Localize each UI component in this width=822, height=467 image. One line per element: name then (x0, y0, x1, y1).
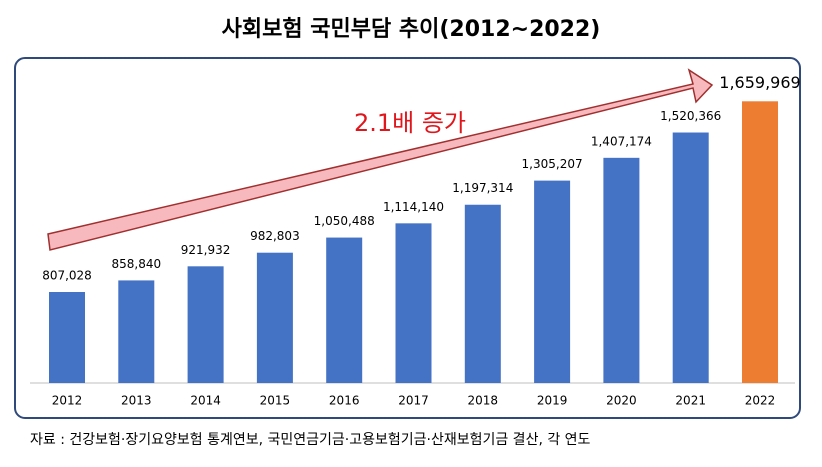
data-label: 921,932 (181, 243, 231, 257)
data-label: 807,028 (42, 269, 92, 283)
data-label: 1,050,488 (314, 214, 375, 228)
data-label: 1,197,314 (452, 181, 513, 195)
bar (464, 204, 501, 383)
bar (672, 132, 709, 383)
bar (534, 180, 571, 383)
x-tick-label: 2019 (537, 394, 568, 408)
data-label: 1,659,969 (719, 73, 800, 92)
x-tick-label: 2012 (52, 394, 83, 408)
growth-arrow (47, 68, 714, 251)
data-label: 1,305,207 (522, 157, 583, 171)
x-tick-label: 2021 (675, 394, 706, 408)
bar (326, 237, 363, 383)
data-label: 1,114,140 (383, 200, 444, 214)
chart-title: 사회보험 국민부담 추이(2012~2022) (222, 16, 601, 42)
bar (603, 157, 640, 383)
bar (256, 252, 293, 383)
source-note: 자료 : 건강보험·장기요양보험 통계연보, 국민연금기금·고용보험기금·산재보… (30, 432, 591, 448)
x-tick-label: 2015 (260, 394, 291, 408)
x-tick-label: 2014 (190, 394, 221, 408)
bar (742, 101, 778, 383)
bar (49, 292, 85, 383)
annotation: 2.1배 증가 (354, 109, 466, 137)
x-tick-label: 2016 (329, 394, 360, 408)
data-label: 1,407,174 (591, 134, 652, 148)
data-label: 982,803 (250, 229, 300, 243)
x-tick-label: 2020 (606, 394, 637, 408)
x-tick-label: 2013 (121, 394, 152, 408)
bar (187, 266, 224, 383)
x-tick-label: 2017 (398, 394, 429, 408)
data-label: 858,840 (111, 257, 161, 271)
bar (395, 223, 432, 383)
bar (118, 280, 155, 383)
x-tick-label: 2022 (745, 394, 776, 408)
data-label: 1,520,366 (660, 109, 721, 123)
x-tick-label: 2018 (468, 394, 499, 408)
